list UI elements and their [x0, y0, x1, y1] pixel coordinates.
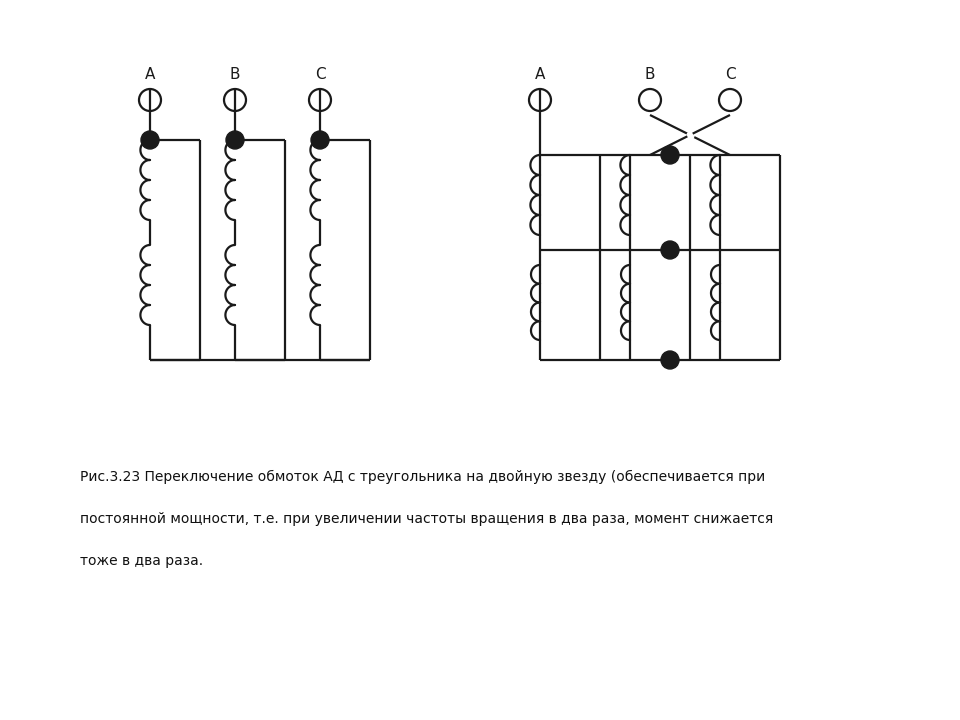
Text: постоянной мощности, т.е. при увеличении частоты вращения в два раза, момент сни: постоянной мощности, т.е. при увеличении… [80, 512, 773, 526]
Circle shape [226, 131, 244, 149]
Circle shape [661, 241, 679, 259]
Text: B: B [645, 67, 656, 82]
Text: C: C [315, 67, 325, 82]
Text: A: A [535, 67, 545, 82]
Circle shape [141, 131, 159, 149]
Text: тоже в два раза.: тоже в два раза. [80, 554, 204, 568]
Circle shape [661, 351, 679, 369]
Text: A: A [145, 67, 156, 82]
Circle shape [311, 131, 329, 149]
Text: B: B [229, 67, 240, 82]
Circle shape [661, 146, 679, 164]
Text: C: C [725, 67, 735, 82]
Text: Рис.3.23 Переключение обмоток АД с треугольника на двойную звезду (обеспечиваетс: Рис.3.23 Переключение обмоток АД с треуг… [80, 470, 765, 484]
